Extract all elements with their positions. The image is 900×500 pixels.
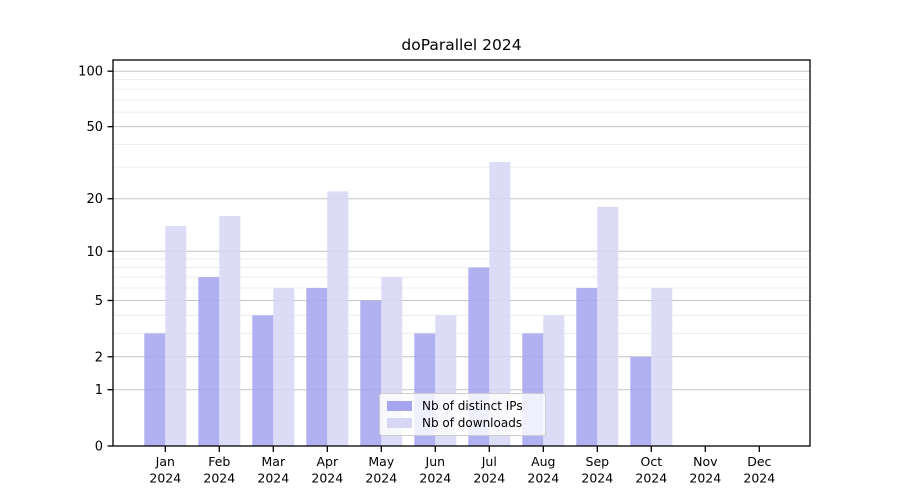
legend-label-downloads: Nb of downloads: [422, 415, 523, 430]
x-tick-label-year: 2024: [149, 471, 181, 486]
x-tick-label-month: Aug: [531, 454, 555, 469]
axes-box: [112, 59, 811, 447]
chart-title: doParallel 2024: [401, 36, 522, 54]
x-tick-label-year: 2024: [419, 471, 451, 486]
bar-downloads-Jul: [489, 162, 511, 446]
x-tick-label-year: 2024: [311, 471, 343, 486]
legend-item-ips: Nb of distinct IPs: [387, 398, 536, 414]
x-tick-label-year: 2024: [473, 471, 505, 486]
bar-downloads-Oct: [651, 287, 673, 446]
x-tick-label-month: Oct: [640, 454, 662, 469]
x-tick-label-month: Jul: [481, 454, 497, 469]
legend-swatch-ips-icon: [387, 401, 412, 412]
x-tick-label-year: 2024: [365, 471, 397, 486]
bar-ips-May: [360, 300, 382, 446]
x-tick-label-month: Dec: [747, 454, 771, 469]
bar-ips-Feb: [198, 277, 220, 446]
x-tick-label-month: Mar: [262, 454, 286, 469]
x-tick-label-month: Nov: [693, 454, 718, 469]
legend: Nb of distinct IPs Nb of downloads: [379, 393, 546, 436]
y-tick-label: 1: [95, 383, 103, 398]
x-tick-label-year: 2024: [743, 471, 775, 486]
bar-downloads-Mar: [273, 287, 295, 446]
legend-label-ips: Nb of distinct IPs: [422, 399, 523, 414]
y-tick-label: 5: [95, 294, 103, 309]
y-tick-label: 10: [86, 245, 103, 260]
bar-downloads-Aug: [543, 315, 565, 446]
bar-ips-Sep: [576, 287, 598, 446]
x-tick-label-year: 2024: [689, 471, 721, 486]
x-tick-label-year: 2024: [635, 471, 667, 486]
y-tick-label: 2: [95, 350, 103, 365]
x-tick-label-month: Feb: [208, 454, 230, 469]
bar-downloads-Apr: [327, 191, 349, 446]
bar-ips-Oct: [630, 356, 652, 446]
x-tick-label-month: May: [368, 454, 394, 469]
x-tick-label-month: Jan: [155, 454, 175, 469]
y-tick-label: 50: [86, 120, 103, 135]
x-tick-label-month: Apr: [316, 454, 338, 469]
bar-ips-Mar: [252, 315, 274, 446]
y-tick-label: 0: [95, 440, 103, 455]
x-tick-label-year: 2024: [527, 471, 559, 486]
bar-ips-Jan: [144, 333, 166, 446]
bar-downloads-Sep: [597, 206, 619, 446]
x-tick-label-month: Sep: [586, 454, 610, 469]
bar-downloads-Feb: [219, 215, 241, 446]
x-tick-label-year: 2024: [581, 471, 613, 486]
legend-swatch-downloads-icon: [387, 417, 412, 428]
y-tick-label: 20: [86, 192, 103, 207]
y-tick-label: 100: [78, 65, 103, 80]
x-tick-label-year: 2024: [257, 471, 289, 486]
x-tick-label-month: Jun: [425, 454, 446, 469]
bar-ips-Apr: [306, 287, 328, 446]
legend-item-downloads: Nb of downloads: [387, 415, 536, 431]
bar-downloads-Jan: [165, 226, 187, 446]
x-tick-label-year: 2024: [203, 471, 235, 486]
